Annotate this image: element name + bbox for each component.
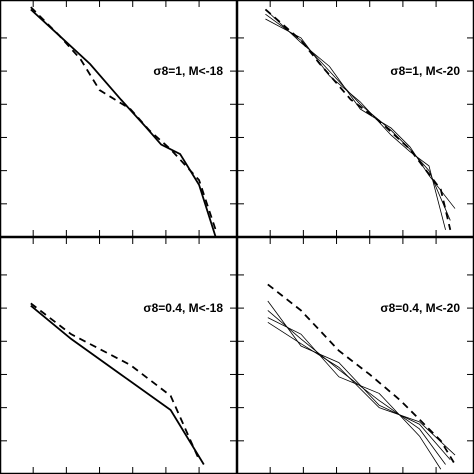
data-line <box>265 18 446 230</box>
panel-frame <box>0 0 238 238</box>
data-line <box>264 8 452 231</box>
data-line <box>30 8 217 238</box>
data-line <box>267 300 451 461</box>
annotation: σ8=0.4, M<-18 <box>143 301 223 315</box>
data-line <box>265 9 456 209</box>
panel-frame <box>0 236 238 474</box>
data-line <box>265 13 451 221</box>
data-line <box>267 321 456 456</box>
data-line <box>267 310 446 465</box>
data-line <box>267 283 456 465</box>
data-line <box>30 305 205 465</box>
data-line <box>267 317 442 470</box>
data-line <box>30 6 217 231</box>
annotation: σ8=1, M<-20 <box>390 64 460 78</box>
annotation: σ8=1, M<-18 <box>153 64 223 78</box>
annotation: σ8=0.4, M<-20 <box>380 301 460 315</box>
